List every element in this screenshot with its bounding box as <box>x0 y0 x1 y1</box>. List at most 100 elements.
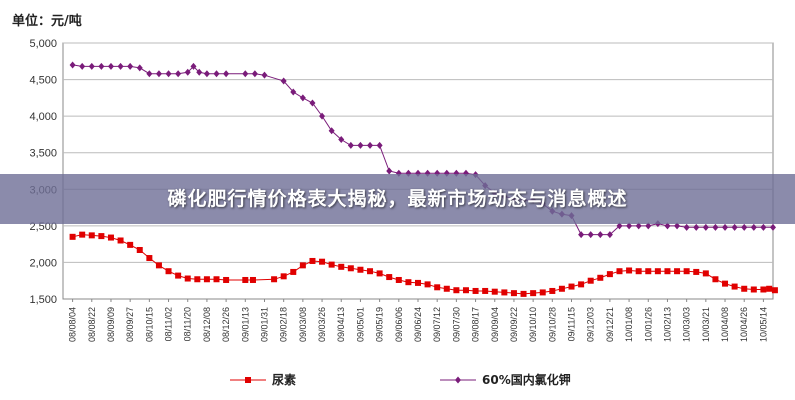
x-tick-label: 08/11/02 <box>164 307 174 341</box>
data-point <box>530 290 537 297</box>
x-tick-label: 09/12/21 <box>605 307 615 342</box>
data-point <box>568 283 575 290</box>
y-tick-label: 4,500 <box>29 75 57 87</box>
data-point <box>280 273 287 280</box>
x-tick-label: 09/04/13 <box>336 307 346 342</box>
data-point <box>453 287 460 294</box>
data-point <box>155 262 162 269</box>
data-point <box>443 285 450 292</box>
data-point <box>127 62 134 70</box>
data-point <box>626 267 633 274</box>
data-point <box>367 268 374 275</box>
x-tick-label: 09/06/24 <box>413 307 423 342</box>
data-point <box>472 287 479 294</box>
data-point <box>347 141 354 149</box>
data-point <box>107 234 114 241</box>
data-point <box>587 277 594 284</box>
data-point <box>69 233 76 240</box>
data-point <box>587 231 594 239</box>
data-point <box>347 265 354 272</box>
x-tick-label: 09/07/30 <box>451 307 461 342</box>
data-point <box>69 61 76 69</box>
data-point <box>597 231 604 239</box>
data-point <box>693 268 700 275</box>
data-point <box>702 223 709 231</box>
banner-title: 磷化肥行情价格表大揭秘，最新市场动态与消息概述 <box>167 188 628 210</box>
x-tick-label: 08/10/15 <box>144 307 154 342</box>
data-point <box>654 268 661 275</box>
data-point <box>249 276 256 283</box>
data-point <box>242 276 249 283</box>
data-point <box>98 62 105 70</box>
data-point <box>501 289 508 296</box>
data-point <box>741 285 748 292</box>
data-point <box>722 223 729 231</box>
data-point <box>299 94 306 102</box>
data-point <box>674 222 681 230</box>
data-point <box>683 268 690 275</box>
x-tick-label: 09/01/31 <box>259 307 269 342</box>
data-point <box>766 285 773 292</box>
data-point <box>338 136 345 144</box>
data-point <box>98 233 105 240</box>
x-tick-label: 09/03/26 <box>317 307 327 342</box>
series-1 <box>69 231 778 297</box>
data-point <box>213 276 220 283</box>
data-point <box>693 223 700 231</box>
data-point <box>136 64 143 72</box>
y-tick-label: 3,500 <box>29 148 57 160</box>
data-point <box>520 290 527 297</box>
data-point <box>635 222 642 230</box>
data-point <box>626 222 633 230</box>
data-point <box>146 255 153 262</box>
data-point <box>597 274 604 281</box>
data-point <box>213 70 220 78</box>
data-point <box>328 261 335 268</box>
x-tick-label: 10/05/14 <box>758 307 768 342</box>
data-point <box>491 288 498 295</box>
y-tick-label: 5,000 <box>29 38 57 50</box>
title-banner: 磷化肥行情价格表大揭秘，最新市场动态与消息概述 <box>0 174 795 224</box>
data-point <box>136 246 143 253</box>
unit-label: 单位：元/吨 <box>12 14 82 29</box>
x-tick-label: 08/11/20 <box>183 307 193 341</box>
x-tick-label: 10/04/08 <box>720 307 730 342</box>
x-tick-label: 10/03/21 <box>701 307 711 342</box>
data-point <box>645 222 652 230</box>
data-point <box>731 283 738 290</box>
data-point <box>88 62 95 70</box>
data-point <box>309 257 316 264</box>
data-point <box>664 222 671 230</box>
data-point <box>664 268 671 275</box>
legend: 尿素 60%国内氯化钾 <box>230 372 571 387</box>
x-tick-label: 09/10/28 <box>547 307 557 342</box>
legend-label: 60%国内氯化钾 <box>482 372 571 387</box>
data-point <box>290 268 297 275</box>
data-point <box>434 284 441 291</box>
legend-marker <box>245 377 251 383</box>
data-point <box>558 285 565 292</box>
y-tick-label: 4,000 <box>29 111 57 123</box>
legend-item-1: 尿素 <box>230 372 296 387</box>
x-axis-ticks: 08/08/04 08/08/22 08/09/09 08/09/27 08/10/15… <box>68 299 768 342</box>
data-point <box>741 223 748 231</box>
data-point <box>549 287 556 294</box>
data-point <box>299 262 306 269</box>
data-point <box>376 141 383 149</box>
x-tick-label: 09/08/17 <box>471 307 481 342</box>
data-point <box>578 281 585 288</box>
data-point <box>203 276 210 283</box>
x-tick-label: 09/06/06 <box>394 307 404 342</box>
data-point <box>578 231 585 239</box>
legend-label: 尿素 <box>272 372 296 387</box>
x-tick-label: 09/09/22 <box>509 307 519 342</box>
data-point <box>196 68 203 76</box>
x-tick-label: 10/02/13 <box>662 307 672 342</box>
x-tick-label: 08/09/09 <box>106 307 116 342</box>
data-point <box>405 279 412 286</box>
data-point <box>635 268 642 275</box>
x-tick-label: 09/10/10 <box>528 307 538 342</box>
data-point <box>223 276 230 283</box>
data-point <box>165 268 172 275</box>
